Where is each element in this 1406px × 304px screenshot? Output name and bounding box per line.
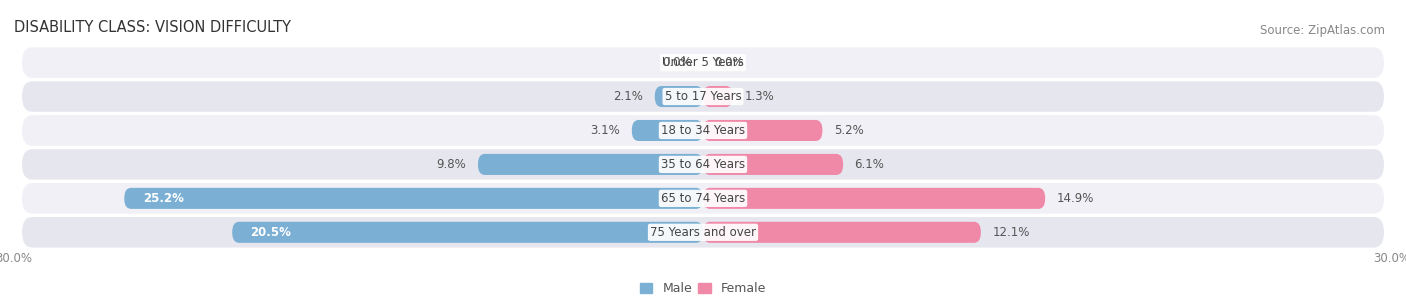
Legend: Male, Female: Male, Female [636, 277, 770, 300]
Text: 5.2%: 5.2% [834, 124, 863, 137]
FancyBboxPatch shape [21, 216, 1385, 249]
FancyBboxPatch shape [232, 222, 703, 243]
FancyBboxPatch shape [124, 188, 703, 209]
Text: 20.5%: 20.5% [250, 226, 291, 239]
Text: 25.2%: 25.2% [142, 192, 184, 205]
Text: 35 to 64 Years: 35 to 64 Years [661, 158, 745, 171]
Text: Source: ZipAtlas.com: Source: ZipAtlas.com [1260, 24, 1385, 37]
Text: 0.0%: 0.0% [662, 56, 692, 69]
FancyBboxPatch shape [703, 188, 1045, 209]
FancyBboxPatch shape [21, 80, 1385, 113]
Text: 0.0%: 0.0% [714, 56, 744, 69]
FancyBboxPatch shape [703, 222, 981, 243]
FancyBboxPatch shape [478, 154, 703, 175]
Text: 12.1%: 12.1% [993, 226, 1029, 239]
Text: 75 Years and over: 75 Years and over [650, 226, 756, 239]
Text: 1.3%: 1.3% [744, 90, 775, 103]
FancyBboxPatch shape [631, 120, 703, 141]
Text: 2.1%: 2.1% [613, 90, 644, 103]
Text: 6.1%: 6.1% [855, 158, 884, 171]
Text: 9.8%: 9.8% [437, 158, 467, 171]
FancyBboxPatch shape [21, 114, 1385, 147]
FancyBboxPatch shape [21, 46, 1385, 79]
FancyBboxPatch shape [703, 120, 823, 141]
Text: 5 to 17 Years: 5 to 17 Years [665, 90, 741, 103]
FancyBboxPatch shape [21, 148, 1385, 181]
Text: Under 5 Years: Under 5 Years [662, 56, 744, 69]
Text: 65 to 74 Years: 65 to 74 Years [661, 192, 745, 205]
Text: 3.1%: 3.1% [591, 124, 620, 137]
Text: DISABILITY CLASS: VISION DIFFICULTY: DISABILITY CLASS: VISION DIFFICULTY [14, 20, 291, 35]
Text: 18 to 34 Years: 18 to 34 Years [661, 124, 745, 137]
Text: 14.9%: 14.9% [1057, 192, 1094, 205]
FancyBboxPatch shape [703, 86, 733, 107]
FancyBboxPatch shape [21, 182, 1385, 215]
FancyBboxPatch shape [703, 154, 844, 175]
FancyBboxPatch shape [655, 86, 703, 107]
